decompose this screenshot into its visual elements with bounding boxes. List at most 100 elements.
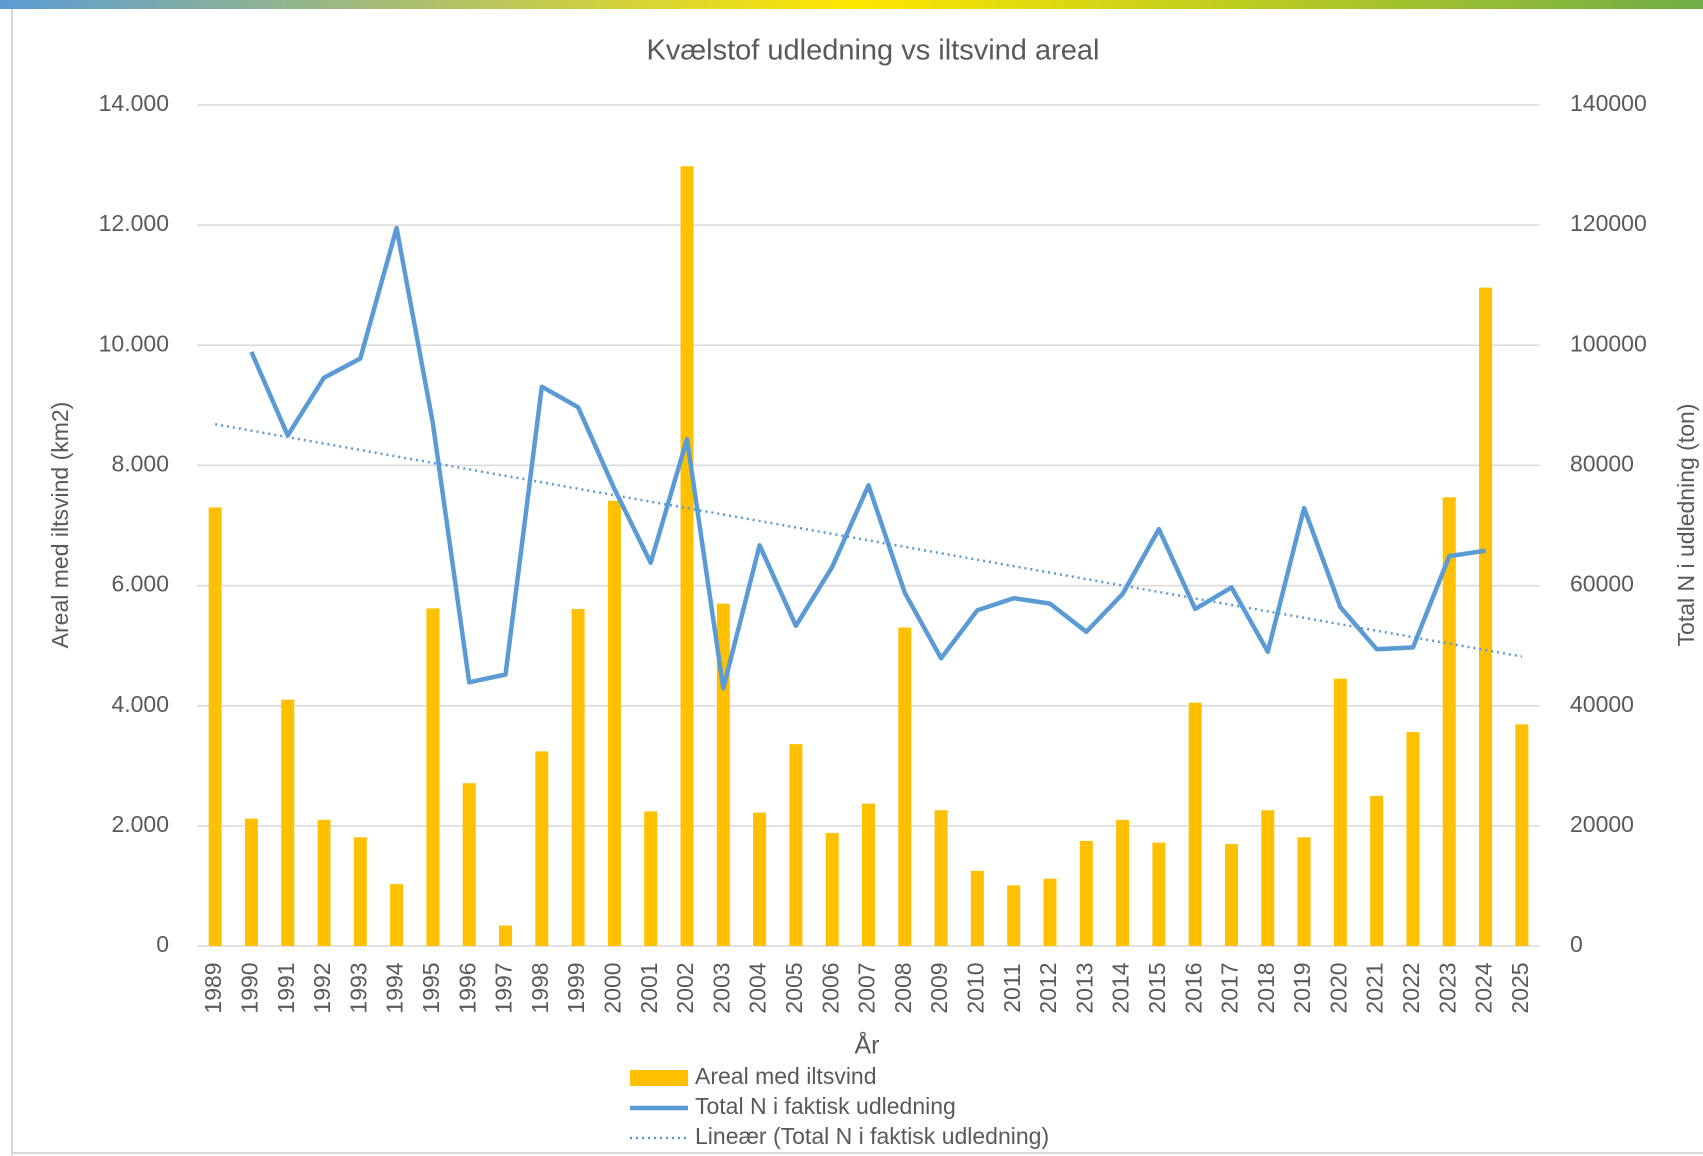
x-tick-label: 1999	[563, 962, 589, 1013]
bar	[1515, 724, 1529, 946]
bar	[1406, 732, 1420, 946]
trendline	[214, 422, 1523, 658]
bar	[1370, 795, 1384, 946]
x-tick-label: 2000	[599, 962, 625, 1013]
y-tick-label: 6.000	[111, 571, 169, 597]
x-tick-label: 1995	[418, 962, 444, 1013]
y2-tick-label: 140000	[1570, 90, 1647, 116]
x-tick-label: 1994	[382, 962, 408, 1013]
y2-tick-label: 80000	[1570, 451, 1634, 477]
bar	[317, 819, 331, 946]
bar	[571, 608, 585, 946]
top-bar	[0, 0, 1703, 9]
x-tick-label: 1997	[491, 962, 517, 1013]
bar	[607, 500, 621, 946]
bar	[934, 810, 948, 946]
x-tick-label: 2019	[1289, 962, 1315, 1013]
y-tick-label: 0	[156, 931, 169, 957]
x-tick-label: 2003	[708, 962, 734, 1013]
x-tick-label: 2010	[962, 962, 988, 1013]
x-tick-label: 2015	[1144, 962, 1170, 1013]
bar	[1479, 287, 1493, 946]
y-tick-label: 4.000	[111, 691, 169, 717]
y2-tick-label: 120000	[1570, 210, 1647, 236]
bar	[1261, 810, 1275, 946]
y2-tick-label: 20000	[1570, 811, 1634, 837]
bar	[535, 751, 549, 946]
bar	[281, 699, 295, 946]
x-tick-label: 1991	[273, 962, 299, 1013]
bar	[244, 818, 258, 946]
x-tick-label: 2002	[672, 962, 698, 1013]
x-tick-label: 1998	[527, 962, 553, 1013]
x-tick-label: 2018	[1253, 962, 1279, 1013]
bar	[825, 833, 839, 946]
x-tick-label: 1992	[309, 962, 335, 1013]
x-axis-title: År	[855, 1030, 880, 1060]
x-tick-label: 2022	[1398, 962, 1424, 1013]
x-tick-label: 2004	[745, 962, 771, 1013]
x-tick-label: 2009	[926, 962, 952, 1013]
legend-label: Areal med iltsvind	[695, 1063, 877, 1089]
y-axis-title: Areal med iltsvind (km2)	[47, 402, 73, 649]
bar	[716, 603, 730, 946]
bar	[499, 925, 513, 946]
bar	[426, 608, 440, 946]
y2-axis-title: Total N i udledning (ton)	[1673, 404, 1699, 647]
chart-title: Kvælstof udledning vs iltsvind areal	[647, 35, 1100, 67]
x-tick-label: 2006	[817, 962, 843, 1013]
bar	[208, 507, 222, 946]
x-tick-label: 2007	[854, 962, 880, 1013]
y2-tick-label: 60000	[1570, 571, 1634, 597]
y-tick-label: 14.000	[99, 90, 169, 116]
bar	[353, 837, 367, 946]
bar	[862, 803, 875, 946]
bar	[1333, 678, 1347, 946]
x-tick-label: 2025	[1507, 962, 1533, 1013]
bar	[1297, 837, 1311, 946]
bar	[390, 884, 404, 946]
x-tick-label: 2013	[1071, 962, 1097, 1013]
legend-label: Total N i faktisk udledning	[695, 1093, 956, 1119]
x-tick-label: 1990	[237, 962, 263, 1013]
y2-tick-label: 0	[1570, 931, 1583, 957]
bar	[1043, 878, 1057, 946]
bar	[1442, 497, 1456, 946]
x-tick-label: 2024	[1471, 962, 1497, 1013]
bar	[1152, 842, 1166, 946]
bar	[753, 812, 767, 946]
x-tick-label: 2016	[1180, 962, 1206, 1013]
bar	[1116, 819, 1130, 946]
x-tick-label: 2023	[1434, 962, 1460, 1013]
y-tick-label: 10.000	[99, 330, 169, 356]
y2-tick-label: 100000	[1570, 330, 1647, 356]
y-tick-label: 2.000	[111, 811, 169, 837]
x-tick-label: 2012	[1035, 962, 1061, 1013]
bar	[462, 783, 476, 946]
legend-label: Lineær (Total N i faktisk udledning)	[695, 1123, 1049, 1149]
bar	[1079, 840, 1093, 946]
bar	[1224, 843, 1238, 946]
x-tick-label: 2017	[1217, 962, 1243, 1013]
x-tick-label: 1996	[454, 962, 480, 1013]
bar	[898, 627, 912, 946]
line	[249, 225, 1486, 691]
legend-swatch	[630, 1070, 688, 1086]
bar	[970, 870, 984, 946]
x-tick-label: 2001	[636, 962, 662, 1013]
bar	[680, 166, 694, 947]
x-tick-label: 1989	[200, 962, 226, 1013]
y-tick-label: 12.000	[99, 210, 169, 236]
x-tick-label: 2021	[1362, 962, 1388, 1013]
bar	[789, 744, 803, 946]
x-tick-label: 2014	[1108, 962, 1134, 1013]
bar	[1188, 702, 1202, 946]
x-tick-label: 2020	[1325, 962, 1351, 1013]
x-tick-label: 1993	[345, 962, 371, 1013]
x-tick-label: 2011	[999, 963, 1025, 1012]
x-tick-label: 2005	[781, 962, 807, 1013]
x-tick-label: 2008	[890, 962, 916, 1013]
bar	[644, 811, 658, 946]
